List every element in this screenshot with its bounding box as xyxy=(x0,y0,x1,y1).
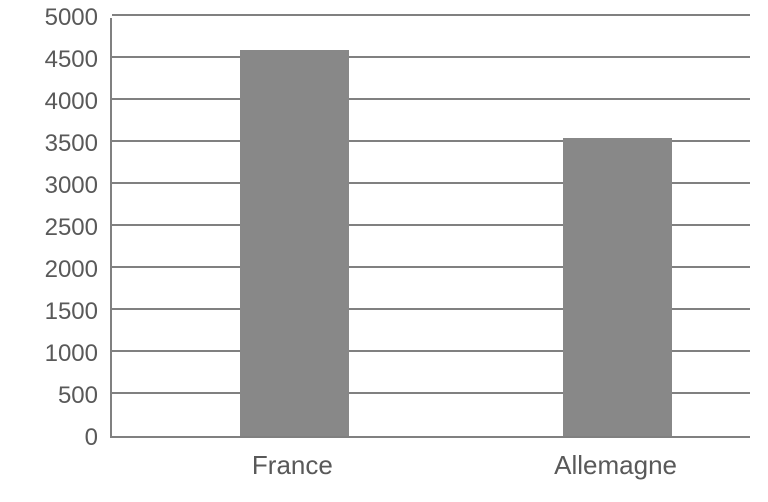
y-tick-label: 3500 xyxy=(0,130,98,158)
bar-france xyxy=(240,50,349,436)
gridline xyxy=(112,98,750,100)
gridline xyxy=(112,14,750,16)
bar-allemagne xyxy=(563,138,672,436)
x-tick-label-france: France xyxy=(252,450,333,481)
y-tick-label: 4500 xyxy=(0,46,98,74)
y-tick-label: 0 xyxy=(0,424,98,452)
y-tick-label: 4000 xyxy=(0,88,98,116)
x-tick-label-allemagne: Allemagne xyxy=(554,450,677,481)
plot-area xyxy=(110,18,750,438)
gridline xyxy=(112,56,750,58)
y-tick-label: 1500 xyxy=(0,298,98,326)
y-tick-label: 1000 xyxy=(0,340,98,368)
bar-chart: 0 500 1000 1500 2000 2500 3000 3500 4000 4500 5000… xyxy=(0,0,768,502)
y-tick-label: 3000 xyxy=(0,172,98,200)
y-tick-label: 500 xyxy=(0,382,98,410)
y-tick-label: 2500 xyxy=(0,214,98,242)
y-tick-label: 5000 xyxy=(0,4,98,32)
y-tick-label: 2000 xyxy=(0,256,98,284)
